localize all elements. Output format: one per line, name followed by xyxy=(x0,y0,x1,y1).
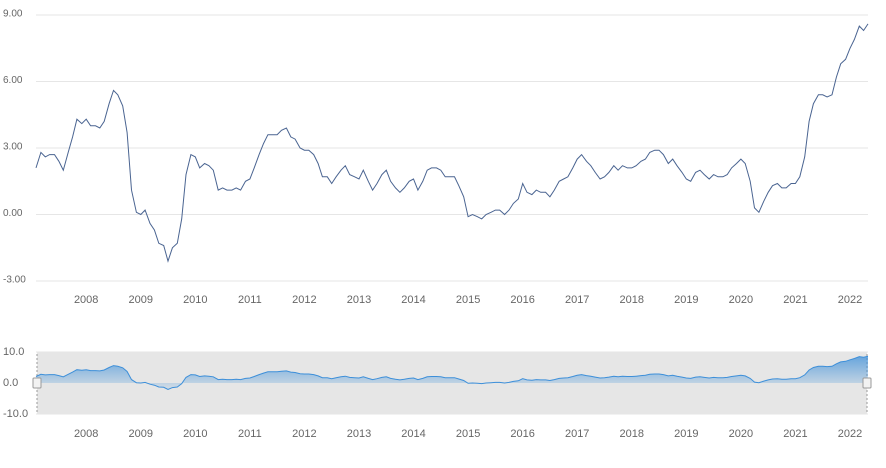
x-tick-label: 2018 xyxy=(620,294,644,306)
navigator-x-tick-label: 2012 xyxy=(292,428,316,440)
x-tick-label: 2015 xyxy=(456,294,480,306)
y-tick-label: -3.00 xyxy=(3,275,26,286)
navigator-line xyxy=(35,355,869,391)
x-tick-label: 2013 xyxy=(347,294,371,306)
navigator-area xyxy=(36,356,868,390)
x-tick-label: 2008 xyxy=(74,294,98,306)
x-tick-label: 2009 xyxy=(129,294,153,306)
navigator-x-tick-label: 2013 xyxy=(347,428,371,440)
x-tick-label: 2010 xyxy=(183,294,207,306)
navigator-x-tick-label: 2008 xyxy=(74,428,98,440)
navigator-x-tick-label: 2011 xyxy=(238,428,262,440)
x-tick-label: 2011 xyxy=(238,294,262,306)
x-tick-label: 2016 xyxy=(510,294,534,306)
navigator-handle[interactable] xyxy=(862,377,872,389)
navigator-y-tick-label: -10.0 xyxy=(3,408,28,420)
navigator-x-tick-label: 2009 xyxy=(129,428,153,440)
x-tick-label: 2019 xyxy=(674,294,698,306)
x-tick-label: 2014 xyxy=(401,294,425,306)
navigator-x-tick-label: 2014 xyxy=(401,428,425,440)
series-line xyxy=(35,23,869,263)
x-tick-label: 2021 xyxy=(783,294,807,306)
y-tick-label: 0.00 xyxy=(3,208,23,219)
navigator-y-tick-label: 0.0 xyxy=(3,377,18,389)
navigator-y-tick-label: 10.0 xyxy=(3,346,24,358)
navigator-x-tick-label: 2017 xyxy=(565,428,589,440)
navigator-x-tick-label: 2010 xyxy=(183,428,207,440)
navigator-x-tick-label: 2015 xyxy=(456,428,480,440)
x-tick-label: 2020 xyxy=(729,294,753,306)
navigator-handle[interactable] xyxy=(32,377,42,389)
y-tick-label: 3.00 xyxy=(3,142,23,153)
y-tick-label: 9.00 xyxy=(3,9,23,20)
x-tick-label: 2012 xyxy=(292,294,316,306)
navigator-x-tick-label: 2018 xyxy=(620,428,644,440)
navigator-x-tick-label: 2020 xyxy=(729,428,753,440)
navigator-x-tick-label: 2022 xyxy=(838,428,862,440)
navigator-x-tick-label: 2019 xyxy=(674,428,698,440)
y-tick-label: 6.00 xyxy=(3,75,23,86)
x-tick-label: 2017 xyxy=(565,294,589,306)
navigator-x-tick-label: 2016 xyxy=(510,428,534,440)
x-tick-label: 2022 xyxy=(838,294,862,306)
navigator-x-tick-label: 2021 xyxy=(783,428,807,440)
